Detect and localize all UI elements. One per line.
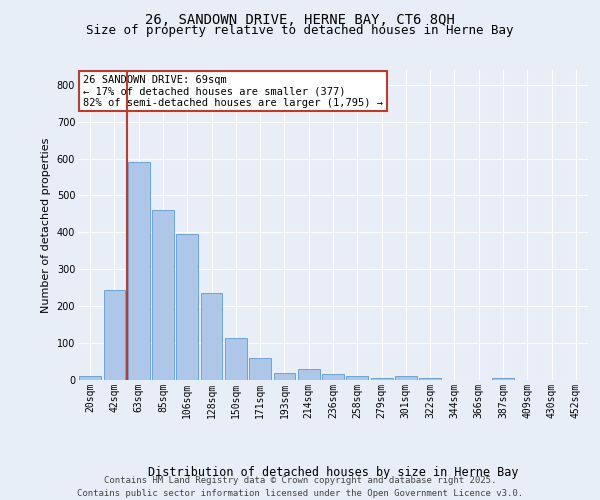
Bar	[225, 338, 247, 380]
Bar	[79, 376, 101, 380]
Text: 26 SANDOWN DRIVE: 69sqm
← 17% of detached houses are smaller (377)
82% of semi-d: 26 SANDOWN DRIVE: 69sqm ← 17% of detache…	[83, 74, 383, 108]
Text: Distribution of detached houses by size in Herne Bay: Distribution of detached houses by size …	[148, 466, 518, 479]
Bar	[371, 378, 392, 380]
Bar	[176, 234, 198, 380]
Bar	[298, 369, 320, 380]
Bar	[152, 210, 174, 380]
Bar	[104, 290, 125, 380]
Bar	[346, 376, 368, 380]
Text: Contains HM Land Registry data © Crown copyright and database right 2025.
Contai: Contains HM Land Registry data © Crown c…	[77, 476, 523, 498]
Bar	[274, 372, 295, 380]
Bar	[322, 374, 344, 380]
Text: 26, SANDOWN DRIVE, HERNE BAY, CT6 8QH: 26, SANDOWN DRIVE, HERNE BAY, CT6 8QH	[145, 12, 455, 26]
Text: Size of property relative to detached houses in Herne Bay: Size of property relative to detached ho…	[86, 24, 514, 37]
Bar	[395, 376, 417, 380]
Bar	[419, 378, 441, 380]
Bar	[200, 294, 223, 380]
Bar	[128, 162, 149, 380]
Bar	[249, 358, 271, 380]
Bar	[492, 378, 514, 380]
Y-axis label: Number of detached properties: Number of detached properties	[41, 138, 51, 312]
